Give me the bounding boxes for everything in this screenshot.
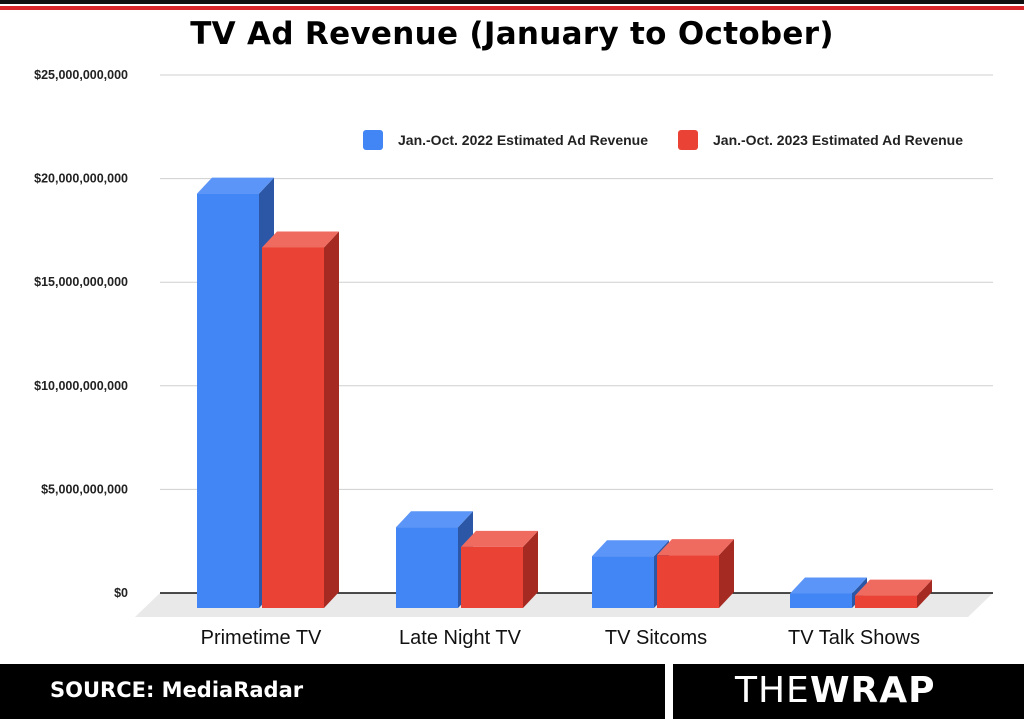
x-category-label: Primetime TV — [201, 627, 322, 649]
legend-label: Jan.-Oct. 2022 Estimated Ad Revenue — [398, 132, 648, 148]
bar-2023 — [461, 546, 523, 608]
top-black-stripe — [0, 0, 1024, 4]
bar-top — [657, 539, 734, 556]
x-category-label: TV Sitcoms — [605, 627, 707, 649]
top-accent-bar — [0, 0, 1024, 12]
footer-bar: SOURCE: MediaRadar THEWRAP — [0, 664, 1024, 719]
bar-chart: $0 $5,000,000,000 $10,000,000,000 $15,000,0… — [34, 68, 993, 649]
chart-title: TV Ad Revenue (January to October) — [190, 16, 834, 52]
bar-2022 — [592, 556, 654, 608]
y-tick-label: $25,000,000,000 — [34, 68, 128, 82]
x-category-label: TV Talk Shows — [788, 627, 920, 649]
bar-top — [790, 577, 867, 594]
legend-label: Jan.-Oct. 2023 Estimated Ad Revenue — [713, 132, 963, 148]
bar-top — [197, 177, 274, 194]
bar-top — [262, 231, 339, 248]
bar-top — [855, 579, 932, 596]
bar-top — [461, 530, 538, 547]
chart-floor — [135, 593, 993, 617]
bar-side — [917, 579, 932, 608]
legend-swatch — [363, 130, 383, 150]
bar-side — [324, 231, 339, 609]
source-credit: SOURCE: MediaRadar — [50, 678, 304, 702]
logo-text-wrap: WRAP — [809, 670, 936, 711]
bar-2023 — [262, 247, 324, 609]
bar-2022 — [197, 193, 259, 608]
bar-2022 — [396, 527, 458, 608]
bar-side — [719, 539, 734, 608]
thewrap-logo: THEWRAP — [735, 670, 936, 711]
bar-top — [396, 511, 473, 528]
bar-2022 — [790, 593, 852, 608]
y-tick-label: $10,000,000,000 — [34, 379, 128, 393]
legend-swatch — [678, 130, 698, 150]
bar-2023 — [657, 555, 719, 608]
footer-divider — [665, 664, 673, 719]
logo-text-the: THE — [735, 670, 810, 711]
y-tick-label: $0 — [114, 586, 128, 600]
bar-2023 — [855, 595, 917, 608]
top-red-stripe — [0, 6, 1024, 10]
y-tick-label: $15,000,000,000 — [34, 275, 128, 289]
x-category-label: Late Night TV — [399, 627, 522, 649]
y-tick-label: $5,000,000,000 — [41, 482, 128, 496]
bar-side — [523, 530, 538, 608]
y-tick-label: $20,000,000,000 — [34, 172, 128, 186]
bar-top — [592, 540, 669, 557]
